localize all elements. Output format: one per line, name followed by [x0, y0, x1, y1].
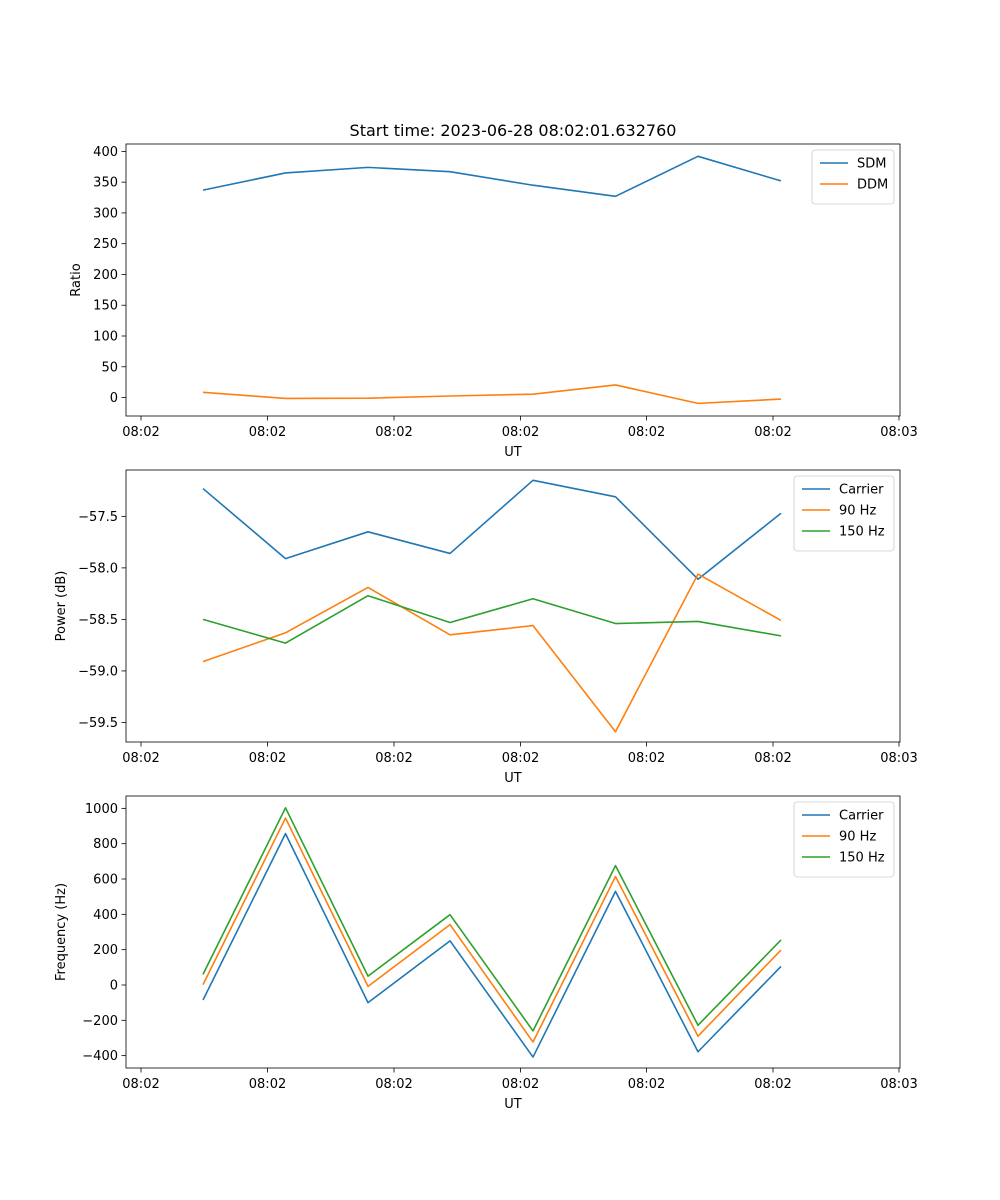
- y-tick-label: 350: [93, 176, 118, 191]
- frequency-chart: 08:02 08:02 08:02 08:02 08:02 08:02 08:03 1000 8…: [54, 795, 918, 1112]
- x-tick-label: 08:02: [375, 425, 412, 440]
- axes-frame: [125, 143, 901, 417]
- y-tick-label: −59.0: [78, 664, 118, 679]
- legend: Carrier 90 Hz 150 Hz: [793, 801, 895, 878]
- y-tick-label: −200: [82, 1014, 118, 1029]
- y-tick-label: 50: [101, 360, 118, 375]
- legend-box: [793, 475, 895, 552]
- x-tick-label: 08:03: [880, 1077, 917, 1092]
- y-tick-label: −57.5: [78, 510, 118, 525]
- x-tick-label: 08:02: [754, 751, 791, 766]
- axes-frame: [125, 469, 901, 743]
- x-tick-label: 08:02: [502, 425, 539, 440]
- series-line-ddm: [202, 384, 782, 405]
- x-tick-label: 08:02: [628, 1077, 665, 1092]
- y-tick-label: 800: [93, 837, 118, 852]
- x-tick-label: 08:02: [628, 751, 665, 766]
- legend-label: 150 Hz: [839, 525, 885, 540]
- series-line-150-hz: [202, 807, 782, 1032]
- series-line-150-hz: [202, 594, 782, 644]
- y-tick-label: 200: [93, 268, 118, 283]
- x-tick-label: 08:02: [502, 1077, 539, 1092]
- y-tick-label: −58.0: [78, 561, 118, 576]
- y-tick-label: 100: [93, 330, 118, 345]
- y-tick-label: 250: [93, 237, 118, 252]
- legend-label: 90 Hz: [839, 504, 876, 519]
- y-tick-label: 0: [110, 978, 118, 993]
- x-tick-label: 08:02: [754, 425, 791, 440]
- x-tick-label: 08:03: [880, 751, 917, 766]
- ratio-chart: 08:02 08:02 08:02 08:02 08:02 08:02 08:03 0 50 10…: [69, 143, 918, 460]
- y-axis-label: Ratio: [69, 263, 84, 296]
- y-tick-label: 1000: [85, 802, 118, 817]
- x-tick-label: 08:02: [628, 425, 665, 440]
- y-tick-label: 200: [93, 943, 118, 958]
- y-tick-label: −59.5: [78, 716, 118, 731]
- x-tick-label: 08:02: [122, 751, 159, 766]
- x-tick-label: 08:02: [122, 1077, 159, 1092]
- legend-label: Carrier: [839, 483, 884, 498]
- legend-label: Carrier: [839, 809, 884, 824]
- axes-frame: [125, 795, 901, 1069]
- legend-label: 90 Hz: [839, 830, 876, 845]
- legend-box: [793, 801, 895, 878]
- legend: Carrier 90 Hz 150 Hz: [793, 475, 895, 552]
- x-tick-label: 08:02: [122, 425, 159, 440]
- series-line-carrier: [202, 832, 782, 1058]
- y-tick-label: 150: [93, 299, 118, 314]
- series-line-carrier: [202, 479, 782, 581]
- legend: SDM DDM: [811, 149, 895, 205]
- y-tick-label: 300: [93, 206, 118, 221]
- legend-label: 150 Hz: [839, 851, 885, 866]
- y-tick-label: −400: [82, 1049, 118, 1064]
- legend-label: DDM: [857, 178, 888, 193]
- y-axis-label: Frequency (Hz): [54, 883, 69, 981]
- x-axis-label: UT: [504, 1097, 522, 1112]
- figure-title: Start time: 2023-06-28 08:02:01.632760: [350, 121, 677, 140]
- y-tick-label: 400: [93, 145, 118, 160]
- y-tick-label: 600: [93, 873, 118, 888]
- x-tick-label: 08:02: [249, 751, 286, 766]
- y-tick-label: 0: [110, 391, 118, 406]
- x-tick-label: 08:02: [754, 1077, 791, 1092]
- x-tick-label: 08:02: [375, 751, 412, 766]
- x-axis-label: UT: [504, 771, 522, 786]
- x-axis-label: UT: [504, 445, 522, 460]
- series-line-90-hz: [202, 817, 782, 1043]
- x-tick-label: 08:02: [249, 425, 286, 440]
- y-axis-label: Power (dB): [54, 571, 69, 642]
- x-tick-label: 08:03: [880, 425, 917, 440]
- x-tick-label: 08:02: [249, 1077, 286, 1092]
- x-tick-label: 08:02: [375, 1077, 412, 1092]
- x-tick-label: 08:02: [502, 751, 539, 766]
- y-tick-label: −58.5: [78, 613, 118, 628]
- power-chart: 08:02 08:02 08:02 08:02 08:02 08:02 08:03 −57.5…: [54, 469, 918, 786]
- legend-label: SDM: [857, 157, 886, 172]
- y-tick-label: 400: [93, 908, 118, 923]
- series-line-sdm: [202, 155, 782, 198]
- series-line-90-hz: [202, 573, 782, 733]
